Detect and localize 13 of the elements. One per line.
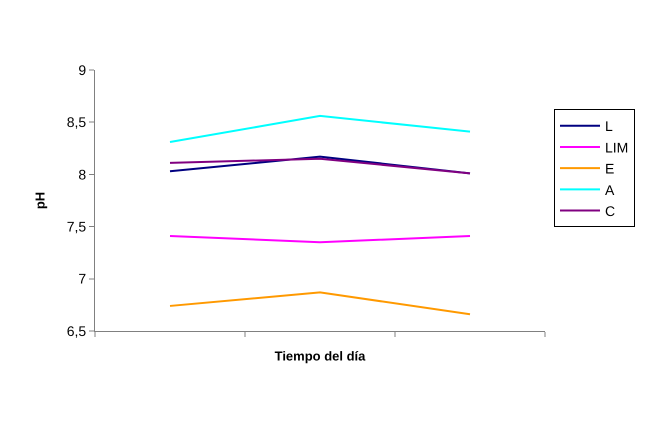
x-axis-title: Tiempo del día (274, 348, 366, 364)
legend-label: C (605, 203, 616, 220)
y-axis-title: pH (32, 192, 48, 210)
legend-label: L (605, 118, 613, 134)
y-tick-label: 7 (78, 270, 86, 287)
y-tick-label: 8 (78, 166, 86, 182)
legend-label: A (605, 182, 615, 198)
y-tick-label: 9 (78, 62, 86, 78)
legend-label: LIM (605, 139, 628, 156)
y-tick-label: 7,5 (66, 218, 86, 234)
y-tick-label: 8,5 (66, 114, 86, 130)
legend-label: E (605, 160, 614, 177)
y-tick-label: 6,5 (66, 322, 86, 339)
